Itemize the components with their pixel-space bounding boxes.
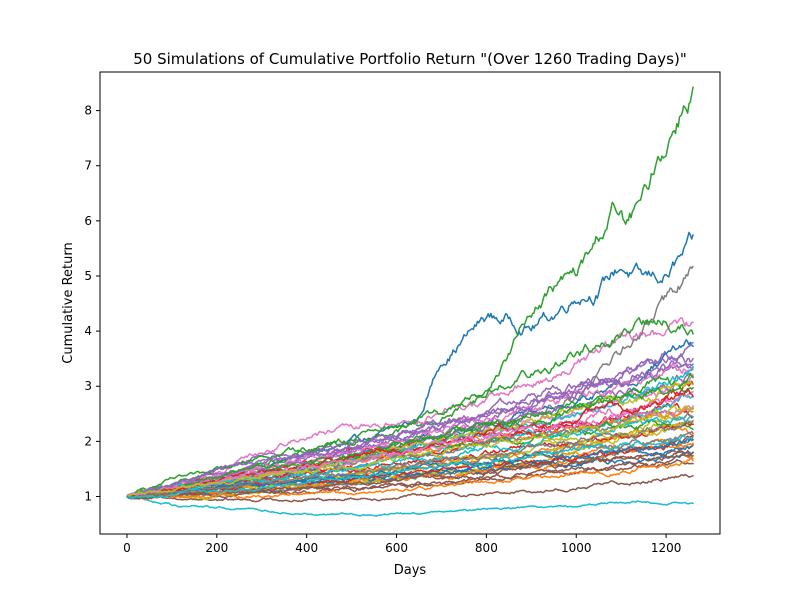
y-tick-label: 7 — [84, 159, 92, 173]
simulation-line — [126, 435, 694, 499]
simulation-line — [126, 372, 694, 498]
y-axis-label: Cumulative Return — [61, 242, 76, 363]
y-axis-ticks: 1 2 3 4 5 6 7 8 — [84, 104, 100, 504]
x-tick-label: 800 — [475, 541, 498, 555]
y-tick-label: 4 — [84, 324, 92, 338]
simulation-line — [126, 317, 694, 498]
y-tick-label: 8 — [84, 104, 92, 118]
x-tick-label: 600 — [385, 541, 408, 555]
simulation-line — [126, 495, 694, 517]
simulation-line — [126, 456, 694, 500]
simulation-line — [126, 355, 694, 498]
y-tick-label: 6 — [84, 214, 92, 228]
simulation-line — [126, 419, 694, 499]
simulation-line — [126, 404, 694, 498]
x-tick-label: 200 — [205, 541, 228, 555]
x-axis-ticks: 0 200 400 600 800 1000 1200 — [123, 534, 681, 555]
plot-frame — [99, 71, 721, 535]
simulation-line — [126, 454, 694, 500]
x-tick-label: 0 — [123, 541, 131, 555]
y-tick-label: 2 — [84, 434, 92, 448]
y-tick-label: 5 — [84, 269, 92, 283]
x-axis-label: Days — [394, 563, 427, 578]
series-layer — [126, 86, 694, 517]
y-tick-label: 3 — [84, 379, 92, 393]
simulation-line — [126, 380, 694, 499]
x-tick-label: 1200 — [651, 541, 682, 555]
simulation-line — [126, 473, 694, 503]
y-tick-label: 1 — [84, 490, 92, 504]
x-tick-label: 1000 — [561, 541, 592, 555]
x-tick-label: 400 — [295, 541, 318, 555]
chart-title: 50 Simulations of Cumulative Portfolio R… — [133, 50, 687, 68]
simulation-line — [126, 317, 694, 498]
